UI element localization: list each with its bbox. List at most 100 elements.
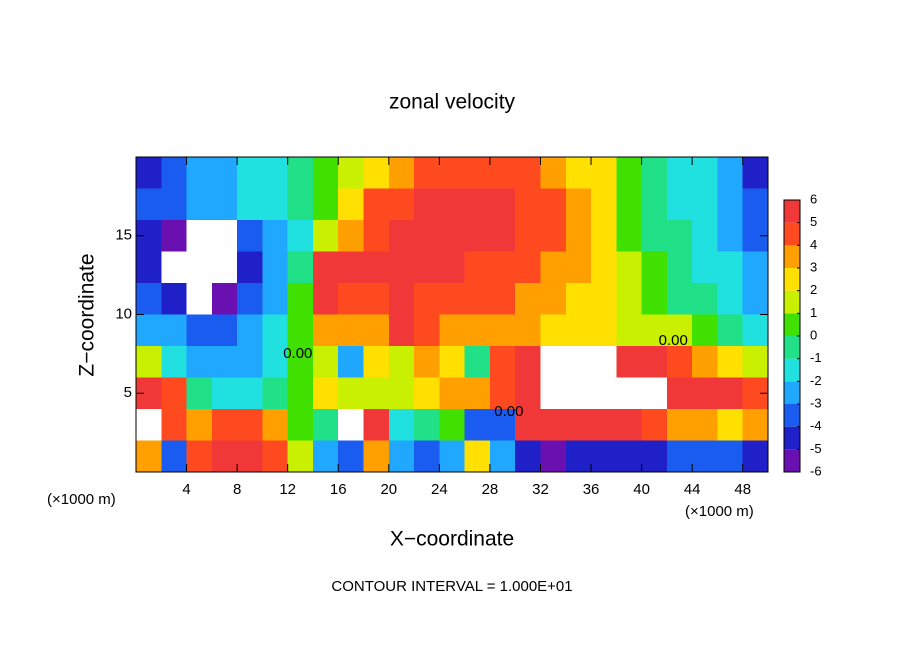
heat-cell — [540, 440, 567, 473]
heat-cell — [439, 377, 466, 410]
heat-cell — [338, 188, 365, 221]
heat-cell — [742, 409, 769, 442]
colorbar-segment — [784, 290, 800, 314]
heat-cell — [439, 157, 466, 190]
heat-cell — [464, 157, 491, 190]
heat-cell — [666, 251, 693, 284]
heat-cell — [136, 440, 162, 473]
heat-cell — [692, 440, 719, 473]
heat-cell — [565, 314, 592, 347]
heat-cell — [338, 220, 365, 253]
heat-cell — [464, 440, 491, 473]
heat-cell — [489, 409, 516, 442]
heat-cell — [540, 346, 567, 379]
heat-cell — [489, 440, 516, 473]
heat-cell — [136, 409, 162, 442]
footnote: CONTOUR INTERVAL = 1.000E+01 — [331, 578, 572, 595]
heat-cell — [717, 188, 744, 221]
y-axis-label: Z−coordinate — [76, 253, 99, 376]
colorbar-segment — [784, 358, 800, 382]
heat-cell — [211, 409, 238, 442]
heat-cell — [388, 440, 415, 473]
heat-cell — [616, 377, 643, 410]
heat-cell — [414, 409, 440, 442]
heat-cell — [388, 157, 415, 190]
heat-cell — [262, 440, 289, 473]
heat-cell — [742, 346, 769, 379]
heat-cell — [414, 440, 440, 473]
heat-cell — [262, 346, 289, 379]
x-tick-label: 20 — [380, 481, 397, 498]
contour-label: 0.00 — [283, 345, 312, 362]
heat-cell — [363, 440, 390, 473]
heat-cell — [641, 251, 668, 284]
heat-cell — [363, 409, 390, 442]
heat-cell — [489, 251, 516, 284]
heat-cell — [312, 157, 339, 190]
heat-cell — [666, 377, 693, 410]
heat-cell — [363, 314, 390, 347]
heat-cell — [287, 283, 314, 316]
x-tick-label: 40 — [633, 481, 650, 498]
heat-cell — [515, 346, 542, 379]
chart-title: zonal velocity — [389, 91, 516, 114]
heat-cell — [464, 283, 491, 316]
heat-cell — [515, 220, 542, 253]
heat-cell — [388, 377, 415, 410]
heat-cell — [363, 377, 390, 410]
colorbar-tick-label: 1 — [810, 305, 817, 320]
heat-cell — [540, 409, 567, 442]
heat-cell — [388, 251, 415, 284]
heat-cell — [338, 377, 365, 410]
heat-cell — [540, 220, 567, 253]
heat-cell — [489, 220, 516, 253]
heat-cell — [414, 314, 440, 347]
heat-cell — [287, 157, 314, 190]
colorbar-tick-label: 0 — [810, 327, 817, 342]
heat-cell — [211, 314, 238, 347]
heat-cell — [186, 440, 213, 473]
colorbar-tick-label: -2 — [810, 373, 822, 388]
heat-cell — [388, 188, 415, 221]
heat-cell — [439, 188, 466, 221]
heat-cell — [641, 409, 668, 442]
heat-cell — [388, 283, 415, 316]
heat-cell — [591, 440, 617, 473]
heat-cell — [692, 251, 719, 284]
heat-cell — [414, 377, 440, 410]
heat-cell — [692, 346, 719, 379]
heat-cell — [717, 251, 744, 284]
heat-cell — [717, 409, 744, 442]
colorbar-segment — [784, 200, 800, 223]
heat-cell — [186, 220, 213, 253]
heat-cell — [565, 188, 592, 221]
heat-cell — [666, 220, 693, 253]
heat-cell — [388, 314, 415, 347]
heat-cell — [591, 409, 617, 442]
heat-cell — [515, 157, 542, 190]
heat-cell — [161, 157, 188, 190]
heat-cell — [666, 346, 693, 379]
heat-cell — [363, 188, 390, 221]
heat-cell — [287, 440, 314, 473]
heat-cell — [287, 220, 314, 253]
heat-cell — [312, 377, 339, 410]
y-tick-label: 5 — [124, 384, 132, 401]
heat-cell — [312, 314, 339, 347]
heat-cell — [641, 314, 668, 347]
heat-cell — [540, 157, 567, 190]
heat-cell — [692, 157, 719, 190]
heat-cell — [414, 283, 440, 316]
heat-cell — [641, 188, 668, 221]
heat-cell — [237, 220, 263, 253]
heat-cell — [464, 377, 491, 410]
heat-cell — [641, 346, 668, 379]
heat-cell — [515, 314, 542, 347]
heat-cell — [237, 409, 263, 442]
heat-cell — [565, 220, 592, 253]
heat-cell — [565, 409, 592, 442]
heat-cell — [287, 409, 314, 442]
heat-cell — [312, 251, 339, 284]
heat-cell — [591, 188, 617, 221]
